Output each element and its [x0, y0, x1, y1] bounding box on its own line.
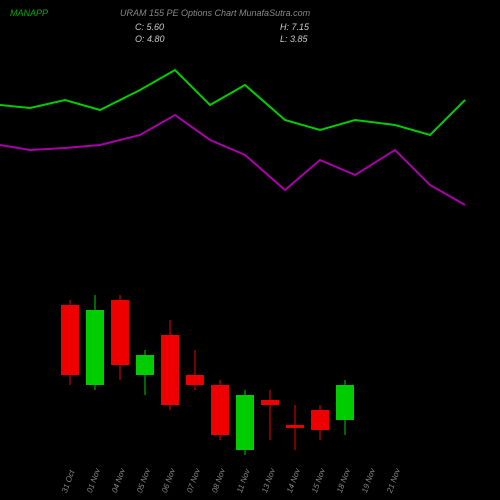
x-axis-label: 31 Oct	[60, 469, 77, 494]
candle-body	[111, 300, 129, 365]
x-axis-label: 21 Nov	[385, 467, 402, 494]
x-axis-label: 13 Nov	[260, 467, 277, 494]
candle-body	[61, 305, 79, 375]
candle-body	[86, 310, 104, 385]
candle	[61, 290, 79, 460]
chart-area	[0, 50, 500, 460]
candle-body	[161, 335, 179, 405]
candle	[236, 290, 254, 460]
x-axis-label: 15 Nov	[310, 467, 327, 494]
x-axis-label: 05 Nov	[135, 467, 152, 494]
candle-body	[236, 395, 254, 450]
x-axis-label: 19 Nov	[360, 467, 377, 494]
candle	[336, 290, 354, 460]
close-value: C: 5.60	[135, 22, 164, 32]
candle	[311, 290, 329, 460]
x-axis-label: 07 Nov	[185, 467, 202, 494]
x-axis-label: 06 Nov	[160, 467, 177, 494]
chart-header: MANAPP URAM 155 PE Options Chart MunafaS…	[0, 8, 500, 48]
x-axis-label: 04 Nov	[110, 467, 127, 494]
open-value: O: 4.80	[135, 34, 165, 44]
high-value: H: 7.15	[280, 22, 309, 32]
candle	[136, 290, 154, 460]
chart-line	[0, 70, 465, 135]
candle	[111, 290, 129, 460]
candle-body	[186, 375, 204, 385]
candle	[261, 290, 279, 460]
x-axis-label: 01 Nov	[85, 467, 102, 494]
candle-wick	[270, 390, 271, 440]
x-axis: 31 Oct 01 Nov 04 Nov 05 Nov 06 Nov 07 Nov 08 N…	[0, 465, 500, 495]
candle-body	[336, 385, 354, 420]
candle-chart	[0, 250, 500, 460]
x-axis-label: 11 Nov	[235, 468, 252, 494]
x-axis-label: 18 Nov	[335, 467, 352, 494]
symbol-label: MANAPP	[10, 8, 48, 18]
candle-body	[311, 410, 329, 430]
candle	[161, 290, 179, 460]
line-chart	[0, 50, 500, 230]
candle	[186, 290, 204, 460]
candle-body	[211, 385, 229, 435]
x-axis-label: 08 Nov	[210, 467, 227, 494]
candle-body	[261, 400, 279, 405]
chart-title: URAM 155 PE Options Chart MunafaSutra.co…	[120, 8, 310, 18]
candle-body	[136, 355, 154, 375]
candle	[211, 290, 229, 460]
x-axis-label: 14 Nov	[285, 467, 302, 494]
candle	[86, 290, 104, 460]
chart-line	[0, 115, 465, 205]
candle	[286, 290, 304, 460]
low-value: L: 3.85	[280, 34, 308, 44]
candle-body	[286, 425, 304, 428]
